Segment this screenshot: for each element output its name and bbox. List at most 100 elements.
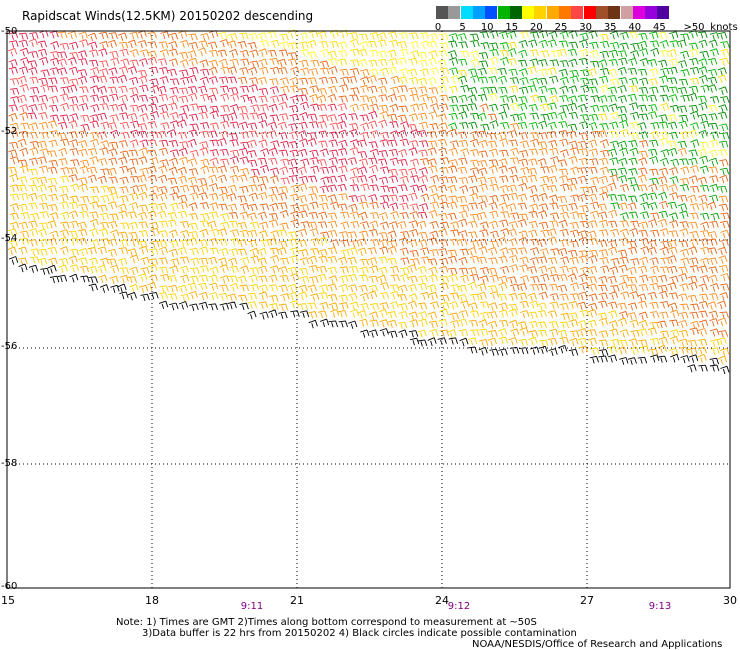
wind-barb [689,238,699,248]
wind-barb [720,132,730,140]
wind-barb [379,246,389,255]
wind-barb [368,59,378,67]
wind-barb [659,50,669,57]
wind-barb [199,246,209,255]
wind-barb [518,230,529,239]
wind-barb [58,121,68,130]
wind-barb [369,184,380,192]
wind-barb [100,185,110,193]
legend-label: 0 [434,22,442,33]
wind-barb [158,93,169,102]
wind-barb [567,48,578,57]
wind-barb [447,329,457,338]
wind-barb [717,31,728,40]
wind-barb [229,103,240,113]
wind-barb [417,282,428,291]
wind-barb [578,132,589,140]
wind-barb [518,237,528,246]
wind-barb [49,275,60,284]
wind-barb [679,50,690,59]
wind-barb [339,84,349,93]
wind-barb [659,184,669,192]
wind-barb [90,238,100,248]
wind-barb [608,291,619,300]
wind-barb [680,355,690,364]
wind-barb [638,150,648,158]
wind-barb [629,291,639,300]
wind-barb [288,141,298,149]
wind-barb [428,237,438,246]
wind-barb [69,248,80,256]
wind-barb [480,123,490,131]
wind-barb [97,112,108,121]
wind-barb [289,300,300,309]
wind-barb [487,337,497,346]
wind-barb [668,292,679,300]
wind-barb [308,319,318,329]
legend-label: 5 [459,22,466,33]
wind-barb [57,67,68,76]
wind-barb [668,230,679,238]
wind-barb [679,329,689,338]
wind-barb [559,60,569,68]
wind-barb [260,239,270,247]
wind-barb [148,274,158,283]
wind-barb [147,56,158,66]
wind-barb [639,237,650,247]
wind-barb [659,39,669,49]
wind-barb [200,165,210,175]
wind-barb [208,174,218,184]
wind-barb [488,247,498,256]
wind-barb [359,221,370,230]
wind-barb [149,157,159,166]
wind-barb [427,158,437,167]
wind-barb [407,264,417,273]
wind-barb [708,113,718,121]
wind-barb [638,131,649,140]
wind-barb [627,266,637,276]
wind-barb [158,246,168,256]
wind-barb [139,139,149,148]
wind-barb [389,221,399,230]
wind-barb [118,156,128,165]
wind-barb [478,328,489,336]
wind-barb [449,292,460,300]
wind-barb [259,221,269,230]
wind-barb [568,85,578,94]
wind-barb [589,210,600,219]
wind-barb [198,105,208,113]
wind-barb [329,131,339,139]
wind-barb [587,319,597,328]
wind-barb [179,265,189,275]
wind-barb [147,121,157,129]
wind-barb [188,202,198,212]
wind-barb [509,77,520,85]
wind-barb [307,302,317,310]
wind-barb [588,121,598,131]
legend-swatch [436,6,448,19]
wind-barb [699,319,709,328]
wind-barb [17,138,27,148]
wind-barb [240,265,250,275]
wind-barb [478,346,488,356]
wind-barb [720,229,730,239]
wind-barb [399,202,409,211]
wind-barb [530,276,540,284]
wind-barb [638,229,649,237]
wind-barb [127,66,138,75]
wind-barb [507,203,517,212]
wind-barb [437,84,447,94]
wind-barb [288,283,298,293]
wind-barb [298,32,309,41]
wind-barb [318,140,328,148]
wind-barb [599,84,609,94]
wind-barb [427,284,437,293]
wind-barb [618,264,628,273]
wind-barb [627,246,638,255]
wind-barb [577,301,587,310]
wind-barb [470,75,480,84]
wind-barb [448,159,459,168]
wind-barb [409,337,420,346]
wind-barb [458,230,468,239]
wind-barb [8,47,18,57]
